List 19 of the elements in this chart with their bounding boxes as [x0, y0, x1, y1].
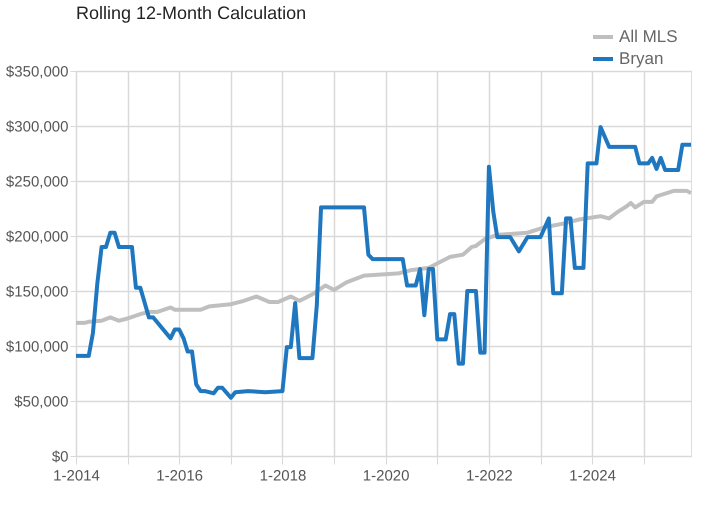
y-tick-label: $250,000 [6, 174, 68, 190]
y-tick-label: $100,000 [6, 338, 68, 356]
chart-title: Rolling 12-Month Calculation [76, 3, 306, 23]
x-tick-label: 1-2018 [260, 468, 306, 484]
x-tick-label: 1-2014 [53, 468, 100, 484]
y-tick-label: $50,000 [14, 394, 68, 410]
y-tick-label: $300,000 [6, 118, 68, 136]
y-tick-label: $0 [52, 448, 68, 466]
y-tick-label: $350,000 [6, 64, 68, 80]
x-tick-label: 1-2020 [362, 468, 410, 484]
y-tick-label: $200,000 [6, 228, 68, 246]
legend-label: Bryan [619, 49, 664, 68]
x-tick-label: 1-2024 [569, 468, 616, 484]
line-series [74, 188, 693, 325]
line-series [74, 125, 693, 400]
y-tick-label: $150,000 [6, 284, 68, 300]
x-tick-label: 1-2022 [466, 468, 513, 484]
legend-label: All MLS [619, 27, 678, 46]
x-tick-label: 1-2016 [156, 468, 204, 484]
